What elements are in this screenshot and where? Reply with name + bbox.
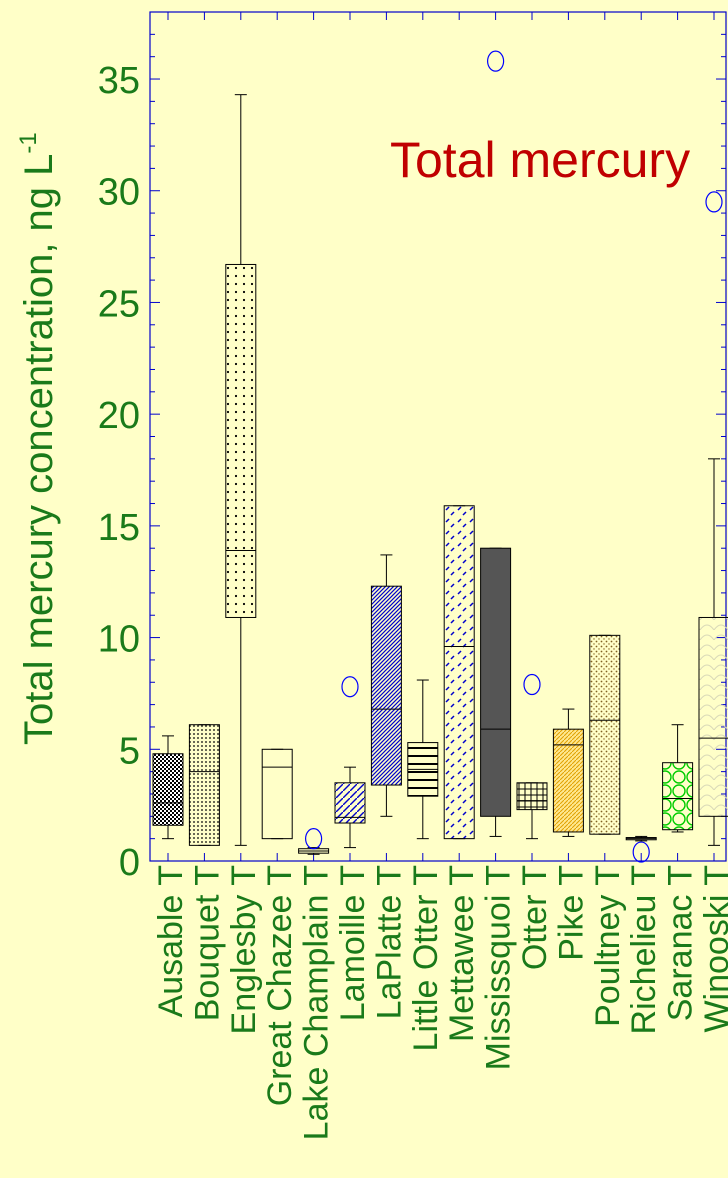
y-tick-label: 5: [119, 730, 140, 772]
x-tick-label: Lamoille T: [334, 865, 372, 1021]
box-lamoille: [334, 676, 366, 849]
box-mississquoi: [480, 50, 512, 837]
box-great-chazee: [261, 748, 293, 840]
box-iqr: [480, 547, 512, 817]
box-iqr: [152, 753, 184, 826]
box-saranac: [662, 724, 694, 833]
box-iqr: [334, 782, 366, 824]
x-tick-label: Lake Champlain T: [298, 865, 336, 1140]
x-tick-label: Winooski T: [698, 865, 728, 1033]
x-tick-label: Poultney T: [589, 865, 627, 1027]
box-iqr: [188, 724, 220, 846]
x-tick-label: Great Chazee T: [261, 865, 299, 1106]
outlier-point: [632, 841, 650, 863]
box-iqr: [516, 782, 548, 811]
box-laplatte: [370, 554, 402, 817]
y-tick-label: 0: [119, 842, 140, 884]
x-tick-label: Bouquet T: [188, 865, 226, 1021]
box-iqr: [552, 728, 584, 833]
outlier-point: [341, 676, 359, 698]
y-axis-label-text: Total mercury concentration, ng L: [17, 154, 61, 745]
box-iqr: [261, 748, 293, 840]
y-tick-label: 15: [98, 507, 140, 549]
y-tick-labels: 0 5 10 15 20 25 30 35: [98, 60, 140, 884]
box-iqr: [698, 616, 728, 817]
x-tick-label: Richelieu T: [625, 865, 663, 1034]
boxes-layer: [152, 50, 728, 863]
x-tick-label: Pike T: [552, 865, 590, 961]
x-tick-label: Otter T: [516, 865, 554, 970]
box-bouquet: [188, 724, 220, 846]
chart-title: Total mercury: [390, 132, 690, 188]
box-richelieu: [625, 835, 657, 863]
x-tick-label: Little Otter T: [407, 865, 445, 1051]
box-iqr: [225, 263, 257, 618]
box-iqr: [370, 585, 402, 786]
box-pike: [552, 708, 584, 837]
box-iqr: [443, 505, 475, 840]
box-little-otter: [407, 679, 439, 840]
x-tick-label: LaPlatte T: [370, 865, 408, 1019]
box-otter: [516, 673, 548, 840]
box-lake-champlain: [298, 828, 330, 855]
outlier-point: [523, 673, 541, 696]
box-mettawee: [443, 505, 475, 840]
box-iqr: [662, 762, 694, 831]
outlier-point: [305, 828, 323, 850]
y-axis-label: Total mercury concentration, ng L-1: [15, 132, 61, 745]
box-englesby: [225, 94, 257, 846]
y-tick-label: 35: [98, 60, 140, 102]
box-ausable: [152, 735, 184, 840]
y-axis-label-exponent: -1: [15, 132, 42, 153]
x-tick-label: Saranac T: [662, 865, 700, 1021]
y-tick-label: 25: [98, 283, 140, 325]
y-tick-label: 10: [98, 619, 140, 661]
outlier-point: [487, 50, 505, 72]
box-poultney: [589, 634, 621, 835]
box-iqr: [589, 634, 621, 835]
y-tick-label: 20: [98, 395, 140, 437]
outlier-point: [705, 191, 723, 213]
x-tick-label: Ausable T: [152, 865, 190, 1017]
box-winooski: [698, 191, 728, 846]
y-tick-label: 30: [98, 172, 140, 214]
x-tick-label: Englesby T: [225, 865, 263, 1034]
x-tick-label: Mississquoi T: [480, 865, 518, 1070]
x-tick-label: Mettawee T: [443, 865, 481, 1042]
